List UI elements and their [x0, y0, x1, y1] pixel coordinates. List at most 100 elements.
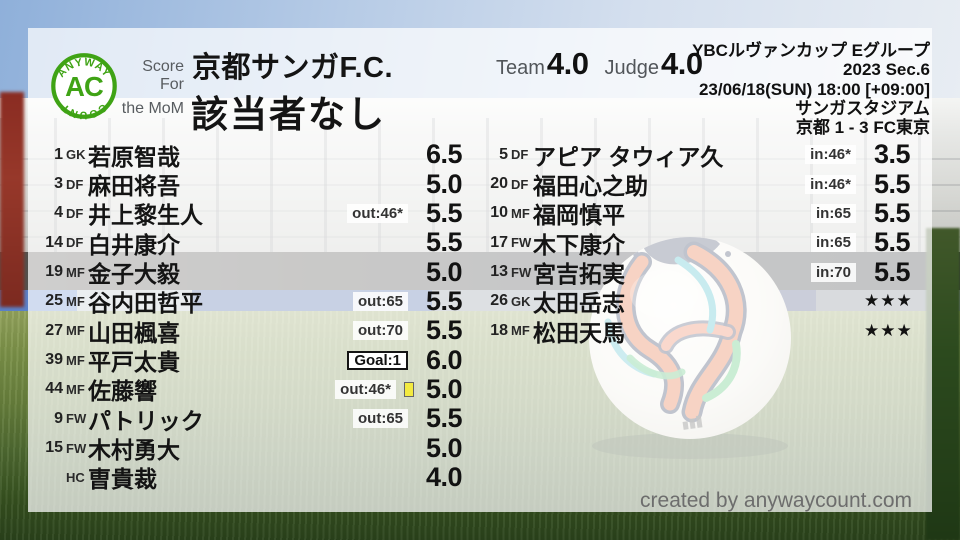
event-badge: in:46*	[805, 174, 856, 194]
judge-score-value: 4.0	[661, 46, 703, 81]
player-row: 13 FW 宮吉拓実 in:70 5.5	[490, 256, 911, 288]
player-number: 13	[490, 263, 508, 281]
player-name: 麻田将吾	[88, 173, 180, 200]
event-badge: in:65	[810, 203, 856, 223]
player-rating: 5.0	[425, 256, 463, 287]
player-position: GK	[511, 293, 531, 309]
player-list-left: 1 GK 若原智哉 6.5 3 DF 麻田将吾 5.0 4 DF	[30, 139, 463, 493]
player-name: 金子大毅	[88, 261, 180, 288]
player-name: 木村勇大	[88, 437, 180, 464]
player-rating: 5.5	[425, 227, 463, 258]
team-score-value: 4.0	[546, 46, 589, 81]
player-number: 19	[45, 263, 63, 281]
match-info-block: YBCルヴァンカップ Eグループ 2023 Sec.6 23/06/18(SUN…	[692, 41, 930, 137]
player-rating: 5.5	[425, 197, 463, 228]
player-name: 谷内田哲平	[88, 290, 203, 317]
player-position: HC	[66, 469, 85, 485]
player-row: 3 DF 麻田将吾 5.0	[30, 168, 463, 200]
anywaycount-logo-icon: ANYWAY COUNT AC	[51, 53, 117, 120]
judge-score-label: Judge	[604, 57, 660, 79]
player-number: 4	[54, 204, 63, 222]
player-rating: 5.5	[873, 256, 911, 287]
player-number: 10	[490, 204, 508, 222]
player-rating: 5.0	[425, 373, 463, 404]
season-round: 2023 Sec.6	[843, 60, 930, 80]
player-row: 17 FW 木下康介 in:65 5.5	[490, 227, 910, 258]
player-row: 39 MF 平戸太貴 Goal:1 6.0	[30, 344, 463, 376]
player-name: アピア タウィア久	[533, 143, 724, 170]
player-rating: 5.5	[873, 197, 911, 228]
team-name-title: 京都サンガF.C.	[192, 52, 394, 84]
player-number: 1	[54, 145, 63, 163]
event-badge: out:70	[353, 321, 408, 341]
player-position: DF	[511, 176, 529, 192]
player-row: HC 曺貴裁 4.0	[30, 462, 463, 493]
player-row: 4 DF 井上黎生人 out:46* 5.5	[30, 197, 463, 229]
player-name: 福田心之助	[533, 173, 648, 200]
event-badge: Goal:1	[347, 350, 408, 370]
player-number: 26	[490, 292, 508, 310]
player-rating: ★★★	[864, 291, 913, 311]
player-row: 14 DF 白井康介 5.5	[30, 227, 463, 258]
kickoff-datetime: 23/06/18(SUN) 18:00 [+09:00]	[698, 79, 930, 99]
player-name: 山田楓喜	[88, 319, 180, 346]
player-row: 26 GK 太田岳志 ★★★	[490, 287, 913, 317]
player-name: 平戸太貴	[88, 349, 180, 376]
credit-text: created by anywaycount.com	[640, 489, 912, 512]
event-badge: out:65	[353, 409, 408, 429]
player-name: 曺貴裁	[88, 466, 157, 493]
player-row: 27 MF 山田楓喜 out:70 5.5	[30, 315, 463, 346]
player-name: 若原智哉	[88, 143, 180, 170]
player-row: 25 MF 谷内田哲平 out:65 5.5	[30, 286, 462, 317]
event-badge: in:65	[810, 233, 856, 253]
player-name: 太田岳志	[533, 290, 625, 317]
player-rating: 5.5	[873, 168, 911, 199]
red-post-background	[0, 92, 24, 307]
player-rating: 5.0	[425, 168, 463, 199]
player-position: DF	[66, 235, 84, 251]
player-list-right: 5 DF アピア タウィア久 in:46* 3.5 20 DF 福田心之助 in…	[490, 139, 913, 346]
event-badge: in:70	[810, 262, 856, 282]
player-position: MF	[511, 205, 530, 221]
team-score-label: Team	[496, 57, 545, 79]
event-badge: in:46*	[805, 145, 856, 165]
team-judge-scores: Team 4.0 Judge 4.0	[496, 46, 703, 82]
score-for-label: Score For	[142, 58, 184, 93]
player-row: 19 MF 金子大毅 5.0	[30, 256, 463, 288]
player-number: 17	[490, 233, 508, 251]
player-row: 18 MF 松田天馬 ★★★	[490, 316, 912, 346]
event-badge: out:46*	[335, 379, 396, 399]
player-name: 井上黎生人	[88, 202, 203, 229]
yellow-card-icon	[404, 381, 414, 397]
player-number: 9	[54, 409, 63, 427]
player-number: 3	[54, 175, 63, 193]
player-position: GK	[66, 147, 86, 163]
player-rating: 5.5	[425, 315, 463, 346]
white-wash-overlay	[28, 28, 932, 512]
player-position: MF	[511, 323, 530, 339]
player-rating: 6.0	[425, 344, 463, 375]
player-position: MF	[66, 381, 85, 397]
logo-arc-bottom-text: COUNT	[59, 101, 108, 120]
player-row: 9 FW パトリック out:65 5.5	[30, 403, 462, 434]
player-row: 20 DF 福田心之助 in:46* 5.5	[490, 168, 911, 200]
player-position: MF	[66, 264, 85, 280]
player-position: MF	[66, 293, 85, 309]
player-name: 宮吉拓実	[533, 261, 625, 288]
player-name: パトリック	[88, 407, 204, 434]
stadium-name: サンガスタジアム	[795, 98, 930, 118]
player-number: 15	[45, 439, 63, 457]
player-row: 10 MF 福岡慎平 in:65 5.5	[490, 197, 911, 229]
player-name: 松田天馬	[533, 319, 625, 346]
mom-label: the MoM	[121, 100, 184, 117]
event-badge: out:46*	[347, 203, 408, 223]
match-result: 京都 1 - 3 FC東京	[795, 118, 930, 138]
player-number: 39	[45, 351, 63, 369]
player-position: MF	[66, 352, 85, 368]
player-position: MF	[66, 323, 85, 339]
player-position: DF	[66, 205, 84, 221]
player-row: 15 FW 木村勇大 5.0	[30, 433, 462, 464]
player-number: 18	[490, 321, 508, 339]
player-number: 44	[45, 380, 63, 398]
